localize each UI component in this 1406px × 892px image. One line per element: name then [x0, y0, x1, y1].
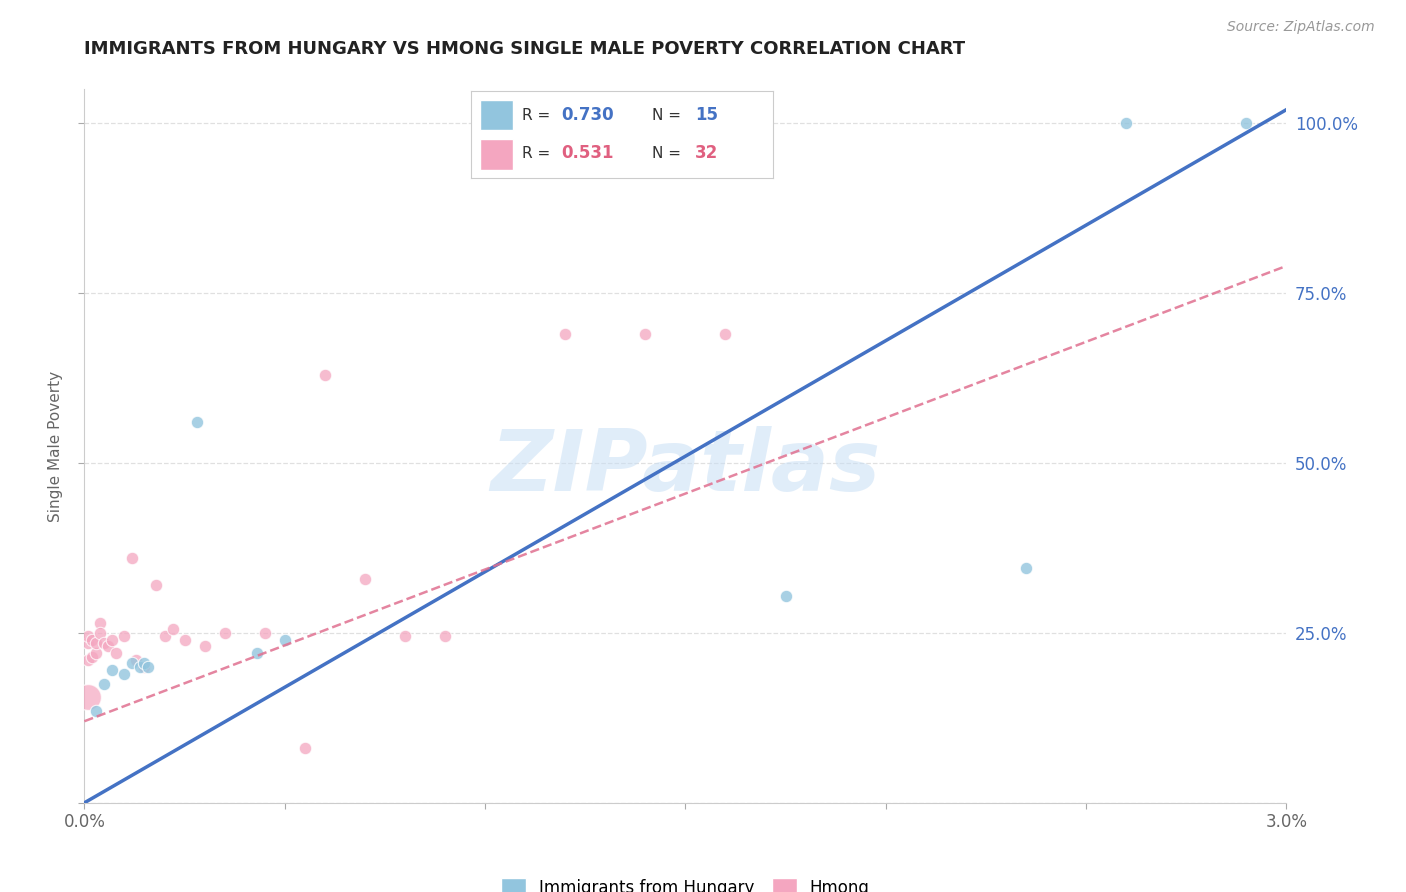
Point: [1236, 116, 1258, 130]
FancyBboxPatch shape: [479, 139, 513, 169]
Point: [214, 626, 236, 640]
Point: [77, 636, 100, 650]
Point: [89, 626, 111, 640]
Legend: Immigrants from Hungary, Hmong: Immigrants from Hungary, Hmong: [495, 871, 876, 892]
Point: [105, 646, 128, 660]
Text: ZIPatlas: ZIPatlas: [491, 425, 880, 509]
Text: R =: R =: [523, 146, 555, 161]
Point: [129, 660, 152, 674]
Point: [1015, 561, 1038, 575]
Point: [134, 657, 156, 671]
Point: [1115, 116, 1137, 130]
Point: [89, 615, 111, 630]
Point: [86, 704, 108, 718]
Point: [246, 646, 269, 660]
Point: [634, 326, 657, 341]
Point: [77, 629, 100, 643]
Text: 0.531: 0.531: [562, 145, 614, 162]
Text: 15: 15: [695, 106, 717, 124]
Point: [134, 660, 156, 674]
Point: [114, 666, 135, 681]
Point: [394, 629, 416, 643]
Point: [194, 640, 217, 654]
Point: [121, 657, 143, 671]
Y-axis label: Single Male Poverty: Single Male Poverty: [48, 370, 63, 522]
Text: R =: R =: [523, 108, 555, 122]
Point: [145, 578, 167, 592]
Point: [121, 551, 143, 566]
Point: [354, 572, 377, 586]
Point: [294, 741, 316, 756]
Point: [93, 677, 115, 691]
Point: [86, 636, 108, 650]
Point: [82, 632, 104, 647]
Point: [274, 632, 297, 647]
FancyBboxPatch shape: [479, 100, 513, 130]
Point: [138, 660, 160, 674]
Point: [101, 663, 124, 677]
Point: [93, 636, 115, 650]
Text: IMMIGRANTS FROM HUNGARY VS HMONG SINGLE MALE POVERTY CORRELATION CHART: IMMIGRANTS FROM HUNGARY VS HMONG SINGLE …: [84, 40, 966, 58]
Point: [153, 629, 176, 643]
Text: N =: N =: [652, 146, 686, 161]
Point: [125, 653, 148, 667]
Point: [82, 649, 104, 664]
Point: [314, 368, 336, 382]
Point: [77, 653, 100, 667]
Point: [162, 623, 184, 637]
Point: [186, 415, 208, 429]
Point: [775, 589, 797, 603]
Text: 0.730: 0.730: [562, 106, 614, 124]
Point: [77, 690, 100, 705]
Text: Source: ZipAtlas.com: Source: ZipAtlas.com: [1227, 21, 1375, 34]
Text: 32: 32: [695, 145, 718, 162]
Point: [173, 632, 195, 647]
Point: [114, 629, 135, 643]
Point: [86, 646, 108, 660]
Point: [101, 632, 124, 647]
Text: N =: N =: [652, 108, 686, 122]
Point: [434, 629, 457, 643]
Point: [253, 626, 276, 640]
Point: [97, 640, 120, 654]
Point: [714, 326, 737, 341]
Point: [554, 326, 576, 341]
